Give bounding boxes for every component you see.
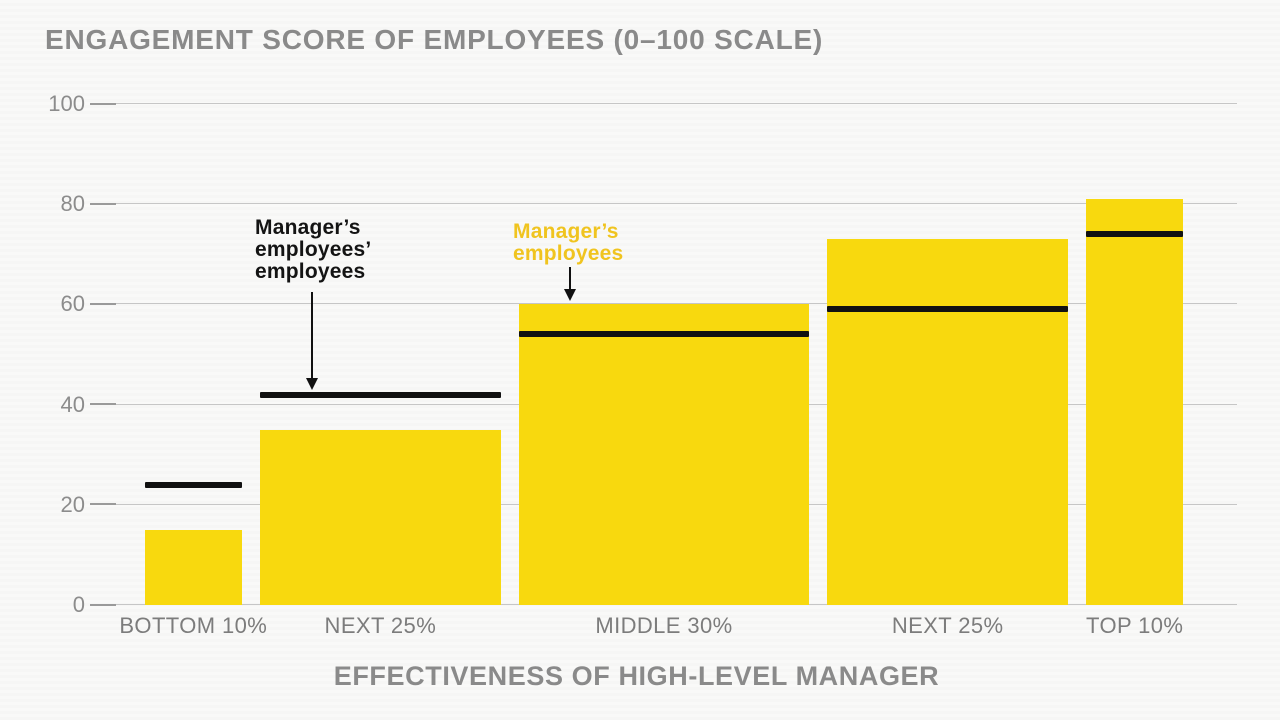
annotation-yellow-line-2: employees bbox=[513, 242, 624, 265]
axis-tick-y-100 bbox=[90, 102, 116, 105]
gridline-y-80 bbox=[90, 203, 1237, 205]
arrow-shaft bbox=[569, 267, 571, 289]
bar-middle-30- bbox=[519, 304, 809, 605]
x-category-label-1: BOTTOM 10% bbox=[119, 613, 268, 638]
annotation-yellow-series: Manager’s employees bbox=[513, 221, 623, 265]
annotation-black-line-2: employees’ bbox=[255, 238, 372, 261]
annotation-black-series: Manager’s employees’ employees bbox=[255, 217, 371, 283]
x-category-label-5: TOP 10% bbox=[1086, 613, 1184, 638]
dash-marker-bottom-10- bbox=[145, 481, 242, 488]
bar-next-25- bbox=[259, 429, 502, 605]
axis-tick-y-80 bbox=[90, 202, 116, 205]
bar-next-25- bbox=[826, 239, 1069, 605]
dash-marker-next-25- bbox=[826, 306, 1069, 313]
bar-top-10- bbox=[1086, 199, 1183, 605]
annotation-black-arrow-icon bbox=[306, 292, 318, 390]
x-category-label-3: MIDDLE 30% bbox=[595, 613, 733, 638]
x-category-label-2: NEXT 25% bbox=[324, 613, 437, 638]
dash-marker-next-25- bbox=[259, 391, 502, 398]
y-tick-label-0: 0 bbox=[72, 592, 85, 617]
y-tick-label-80: 80 bbox=[60, 191, 85, 217]
y-tick-label-40: 40 bbox=[60, 391, 85, 417]
axis-tick-y-20 bbox=[90, 503, 116, 506]
chart-title: ENGAGEMENT SCORE OF EMPLOYEES (0–100 SCA… bbox=[45, 24, 824, 55]
bar-bottom-10- bbox=[145, 529, 242, 605]
y-tick-label-20: 20 bbox=[60, 491, 85, 517]
axis-tick-y-60 bbox=[90, 302, 116, 305]
x-axis-title: EFFECTIVENESS OF HIGH-LEVEL MANAGER bbox=[333, 661, 940, 691]
gridline-y-100 bbox=[90, 103, 1237, 104]
arrow-head-icon bbox=[564, 289, 576, 301]
annotation-black-line-1: Manager’s bbox=[255, 216, 361, 239]
arrow-head-icon bbox=[306, 378, 318, 390]
x-category-label-4: NEXT 25% bbox=[891, 613, 1004, 638]
dash-marker-middle-30- bbox=[519, 331, 809, 338]
dash-marker-top-10- bbox=[1086, 231, 1183, 238]
axis-tick-y-40 bbox=[90, 403, 116, 406]
annotation-black-line-3: employees bbox=[255, 260, 366, 283]
annotation-yellow-line-1: Manager’s bbox=[513, 220, 619, 243]
gridline-y-60 bbox=[90, 303, 1237, 305]
annotation-yellow-arrow-icon bbox=[564, 267, 576, 301]
y-tick-label-100: 100 bbox=[48, 91, 85, 116]
y-tick-label-60: 60 bbox=[60, 291, 85, 317]
axis-tick-y-0 bbox=[90, 603, 116, 606]
arrow-shaft bbox=[311, 292, 313, 378]
